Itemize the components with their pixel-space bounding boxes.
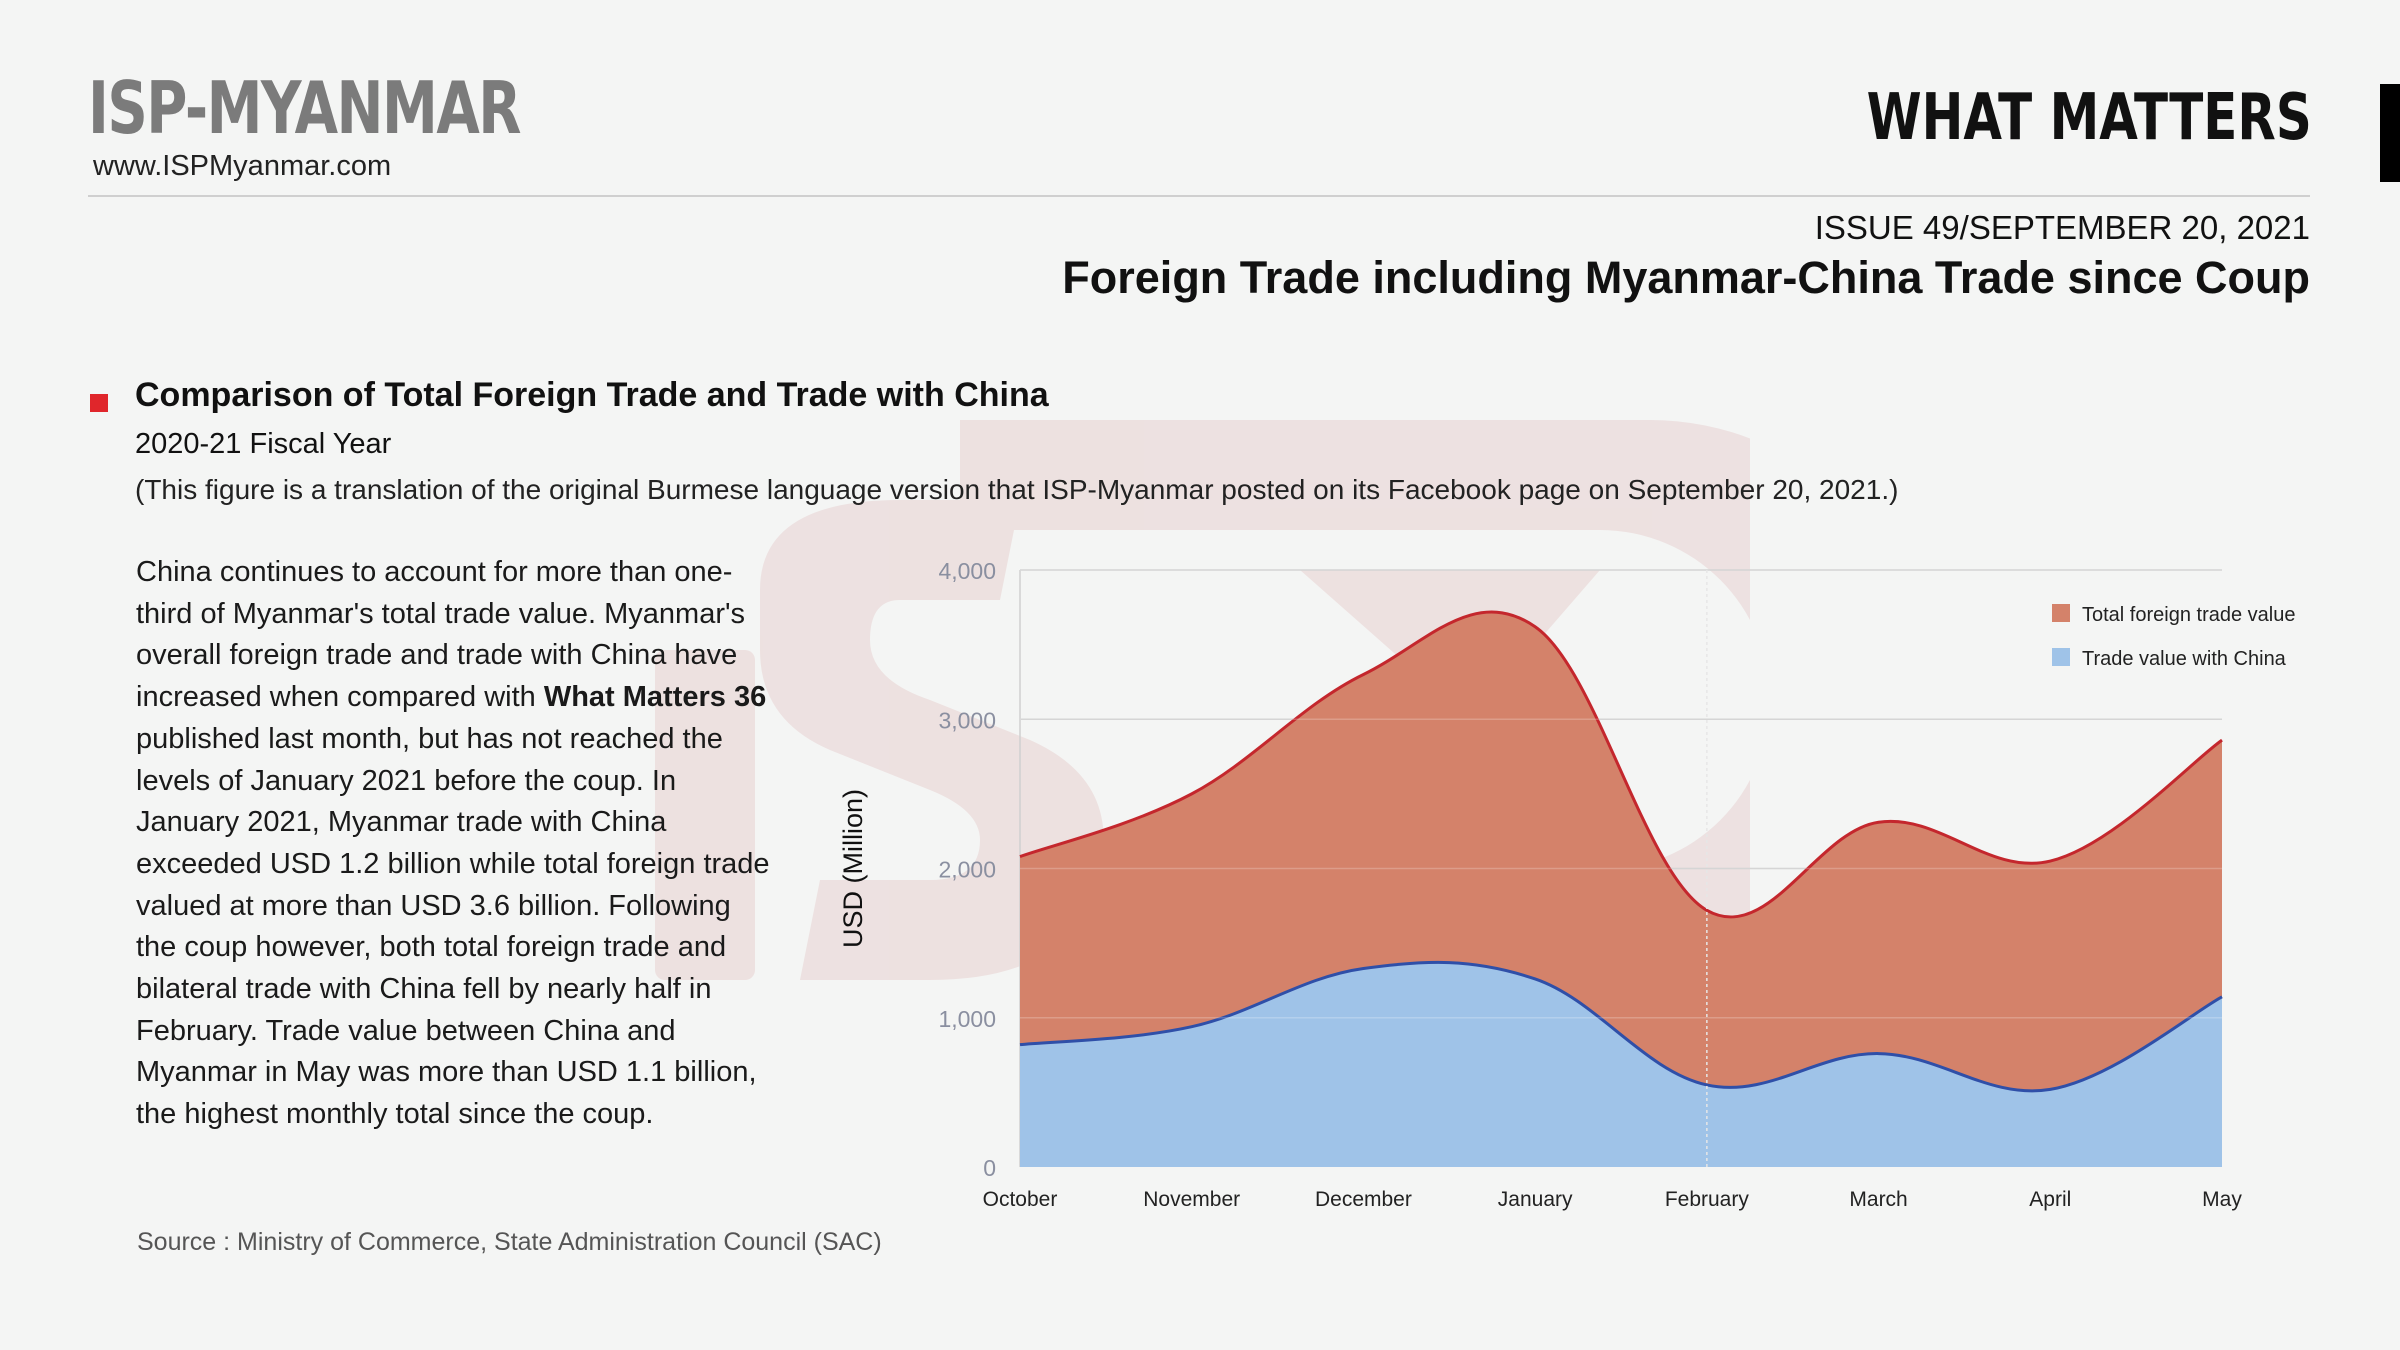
trade-with-china-point: [1362, 967, 1365, 970]
total-foreign-trade-point: [1019, 855, 1022, 858]
x-tick-label: October: [983, 1188, 1058, 1211]
total-foreign-trade-point: [1190, 792, 1193, 795]
body-part-2: published last month, but has not reache…: [136, 722, 770, 1131]
edge-tab: [2380, 84, 2400, 182]
body-bold-reference: What Matters 36: [543, 681, 767, 714]
body-paragraph: China continues to account for more than…: [136, 552, 776, 1136]
trade-with-china-point: [1534, 977, 1537, 980]
x-tick-label: December: [1315, 1188, 1412, 1211]
total-foreign-trade-point: [1362, 673, 1365, 676]
trade-with-china-line: [1019, 960, 2223, 1093]
x-tick-label: February: [1665, 1188, 1750, 1211]
legend-label: Trade value with China: [2082, 648, 2287, 670]
trade-with-china-point: [2049, 1088, 2052, 1091]
page-headline: Foreign Trade including Myanmar-China Tr…: [1062, 252, 2310, 303]
trade-with-china-point: [1877, 1052, 1880, 1055]
brand-logo-text: ISP-MYANMAR: [88, 66, 521, 150]
y-tick-label: 2,000: [938, 857, 996, 883]
issue-line: ISSUE 49/SEPTEMBER 20, 2021: [1815, 209, 2310, 247]
legend-label: Total foreign trade value: [2082, 604, 2295, 626]
total-foreign-trade-point: [1705, 909, 1708, 912]
x-tick-label: November: [1143, 1188, 1240, 1211]
source-note: Source : Ministry of Commerce, State Adm…: [137, 1228, 882, 1256]
website-url: www.ISPMyanmar.com: [93, 150, 392, 182]
section-bullet: [90, 394, 108, 412]
trade-with-china-point: [1019, 1043, 1022, 1046]
trade-with-china-point: [1705, 1083, 1708, 1086]
y-tick-label: 1,000: [938, 1006, 996, 1032]
section-title: Comparison of Total Foreign Trade and Tr…: [135, 376, 1049, 414]
legend-swatch: [2052, 648, 2070, 666]
trade-with-china-area: [1020, 962, 2222, 1167]
translation-note: (This figure is a translation of the ori…: [135, 474, 1899, 505]
y-tick-label: 3,000: [938, 707, 996, 733]
series-title: WHAT MATTERS: [1866, 81, 2312, 155]
x-tick-label: April: [2029, 1188, 2071, 1211]
total-foreign-trade-point: [2221, 739, 2224, 742]
total-foreign-trade-line: [1019, 610, 2223, 919]
section-subtitle: 2020-21 Fiscal Year: [135, 428, 392, 460]
y-tick-label: 4,000: [938, 558, 996, 584]
x-tick-label: January: [1498, 1188, 1573, 1211]
total-foreign-trade-point: [1877, 821, 1880, 824]
legend-swatch: [2052, 604, 2070, 622]
trade-with-china-point: [2221, 995, 2224, 998]
x-tick-label: March: [1849, 1188, 1907, 1211]
issue-number: ISSUE 49: [1814, 209, 1960, 246]
y-axis-title: USD (Million): [838, 789, 868, 948]
header-divider: [88, 195, 2310, 197]
total-foreign-trade-point: [2049, 860, 2052, 863]
trade-with-china-point: [1190, 1025, 1193, 1028]
y-tick-label: 0: [983, 1155, 996, 1181]
body-part-1: China continues to account for more than…: [136, 556, 746, 714]
issue-date: /SEPTEMBER 20, 2021: [1959, 209, 2310, 246]
total-foreign-trade-point: [1534, 625, 1537, 628]
x-tick-label: May: [2202, 1188, 2242, 1211]
